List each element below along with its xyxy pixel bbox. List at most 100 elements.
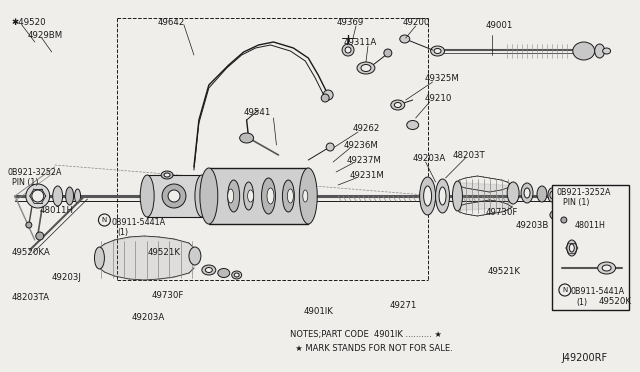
Circle shape	[559, 284, 571, 296]
Text: J49200RF: J49200RF	[562, 353, 608, 363]
Circle shape	[36, 232, 44, 240]
Ellipse shape	[202, 265, 216, 275]
Circle shape	[342, 44, 354, 56]
Text: 49325M: 49325M	[424, 74, 460, 83]
Ellipse shape	[228, 189, 234, 203]
Ellipse shape	[75, 189, 81, 203]
Text: 49730F: 49730F	[485, 208, 518, 217]
Ellipse shape	[95, 247, 104, 269]
Text: 48203T: 48203T	[452, 151, 485, 160]
Ellipse shape	[232, 271, 242, 279]
Ellipse shape	[537, 186, 547, 202]
Text: 49369: 49369	[336, 17, 364, 26]
Text: 49231M: 49231M	[350, 170, 385, 180]
Ellipse shape	[140, 175, 154, 217]
Circle shape	[168, 190, 180, 202]
Ellipse shape	[195, 175, 209, 217]
Text: ★ MARK STANDS FOR NOT FOR SALE.: ★ MARK STANDS FOR NOT FOR SALE.	[291, 343, 453, 353]
Text: 49520KA: 49520KA	[12, 247, 51, 257]
Circle shape	[321, 94, 329, 102]
Ellipse shape	[431, 46, 445, 56]
Ellipse shape	[439, 187, 446, 205]
Text: 49200: 49200	[403, 17, 430, 26]
Ellipse shape	[248, 190, 253, 202]
Ellipse shape	[550, 192, 554, 199]
Circle shape	[323, 90, 333, 100]
Ellipse shape	[554, 212, 561, 218]
Text: 49236M: 49236M	[343, 141, 378, 150]
Ellipse shape	[548, 188, 556, 202]
Text: 49262: 49262	[353, 124, 380, 132]
Ellipse shape	[598, 262, 616, 274]
Text: 4901lK: 4901lK	[303, 308, 333, 317]
Circle shape	[99, 214, 110, 226]
Ellipse shape	[550, 210, 564, 220]
Text: 49237M: 49237M	[346, 155, 381, 164]
Circle shape	[384, 49, 392, 57]
Ellipse shape	[394, 103, 401, 108]
Ellipse shape	[361, 64, 371, 71]
Ellipse shape	[189, 247, 201, 265]
Ellipse shape	[228, 180, 239, 212]
Ellipse shape	[244, 182, 253, 210]
Ellipse shape	[424, 186, 431, 206]
Ellipse shape	[524, 188, 530, 198]
Ellipse shape	[267, 188, 274, 204]
Ellipse shape	[573, 42, 595, 60]
Ellipse shape	[400, 35, 410, 43]
Ellipse shape	[570, 244, 574, 252]
Ellipse shape	[434, 48, 441, 54]
Ellipse shape	[52, 186, 63, 206]
Ellipse shape	[436, 179, 449, 213]
Text: 0B921-3252A: 0B921-3252A	[8, 167, 63, 176]
Ellipse shape	[357, 62, 375, 74]
Bar	[209, 168, 308, 224]
Text: 49001: 49001	[485, 20, 513, 29]
Ellipse shape	[391, 100, 404, 110]
Ellipse shape	[603, 48, 611, 54]
Text: 49520K: 49520K	[598, 298, 632, 307]
Circle shape	[32, 190, 44, 202]
Bar	[147, 175, 202, 217]
Ellipse shape	[407, 121, 419, 129]
Bar	[552, 185, 630, 310]
Text: NOTES;PART CODE  4901lK .......... ★: NOTES;PART CODE 4901lK .......... ★	[291, 330, 442, 340]
Ellipse shape	[452, 181, 463, 211]
Ellipse shape	[287, 189, 293, 203]
Ellipse shape	[282, 180, 294, 212]
Text: 49203A: 49203A	[413, 154, 446, 163]
Text: (1): (1)	[117, 228, 129, 237]
Ellipse shape	[262, 178, 275, 214]
Ellipse shape	[595, 44, 605, 58]
Text: 4929BM: 4929BM	[28, 31, 63, 39]
Text: N: N	[102, 217, 107, 223]
Ellipse shape	[164, 173, 170, 177]
Text: (1): (1)	[577, 298, 588, 307]
Text: 0B921-3252A: 0B921-3252A	[557, 187, 611, 196]
Text: PIN (1): PIN (1)	[563, 198, 589, 206]
Text: 48203TA: 48203TA	[12, 294, 50, 302]
Text: 49521K: 49521K	[487, 267, 520, 276]
Text: PIN (1): PIN (1)	[12, 177, 38, 186]
Text: 0B911-5441A: 0B911-5441A	[571, 288, 625, 296]
Circle shape	[345, 47, 351, 53]
Text: ✱49520: ✱49520	[12, 17, 47, 26]
Circle shape	[26, 222, 32, 228]
Ellipse shape	[521, 183, 533, 203]
Text: 49203B: 49203B	[515, 221, 548, 230]
Ellipse shape	[420, 177, 436, 215]
Circle shape	[561, 217, 567, 223]
Text: 48011H: 48011H	[575, 221, 605, 230]
Ellipse shape	[602, 265, 611, 271]
Ellipse shape	[234, 273, 239, 277]
Ellipse shape	[303, 190, 308, 202]
Circle shape	[162, 184, 186, 208]
Ellipse shape	[218, 269, 230, 278]
Text: 49541: 49541	[244, 108, 271, 116]
Ellipse shape	[205, 267, 212, 273]
Text: 48011H: 48011H	[40, 205, 74, 215]
Text: N: N	[562, 287, 568, 293]
Text: 49730F: 49730F	[151, 291, 184, 299]
Ellipse shape	[200, 168, 218, 224]
Text: 49210: 49210	[424, 93, 452, 103]
